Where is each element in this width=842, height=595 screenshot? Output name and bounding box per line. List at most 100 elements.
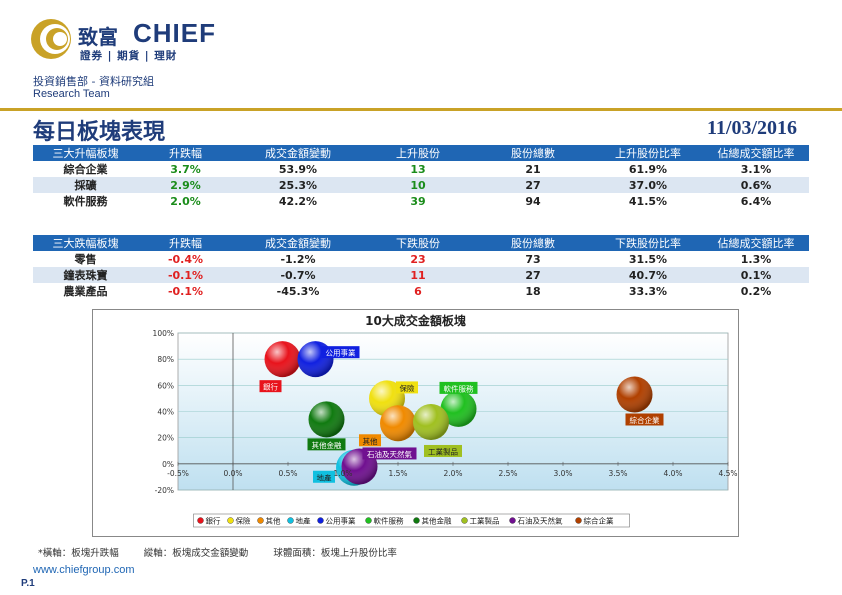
legend-item: 銀行 <box>197 516 221 526</box>
column-header: 成交金額變動 <box>233 145 363 161</box>
table-row: 軟件服務 2.0% 42.2% 39 94 41.5% 6.4% <box>33 193 809 209</box>
x-tick-label: 2.5% <box>498 469 517 478</box>
column-header: 升跌幅 <box>138 235 233 251</box>
bubble-label-text: 其他金融 <box>312 440 342 450</box>
decliners-cell: 23 <box>410 252 426 266</box>
column-header: 佔總成交額比率 <box>703 145 809 161</box>
turnover-share-cell: 0.6% <box>703 177 809 193</box>
change-cell: 3.7% <box>170 162 201 176</box>
bubble-label-text: 綜合企業 <box>630 415 660 425</box>
header-divider <box>0 108 842 111</box>
advancers-cell: 13 <box>410 162 426 176</box>
bubble-shine <box>264 341 301 378</box>
advance-ratio-cell: 37.0% <box>593 177 703 193</box>
legend-item: 其他 <box>257 516 281 526</box>
bubble-label: 公用事業 <box>321 346 360 359</box>
legend-item: 地產 <box>287 516 311 526</box>
legend-label: 銀行 <box>206 516 221 526</box>
legend-swatch <box>365 517 372 524</box>
total-stocks-cell: 94 <box>525 194 541 208</box>
bubble-label-bg <box>362 447 417 460</box>
y-axis-note: 縱軸：板塊成交金額變動 <box>143 548 249 559</box>
bubble-label: 石油及天然氣 <box>362 447 417 460</box>
column-header: 股份總數 <box>473 235 593 251</box>
legend-label: 綜合企業 <box>584 516 614 526</box>
legend-label: 公用事業 <box>326 516 356 526</box>
bubble-chart-panel: 10大成交金額板塊 銀行 保險 其他 地產 公用事業 軟件服務 其他金融 工業製品 石油及天然氣… <box>92 309 739 537</box>
bubble-label-text: 公用事業 <box>326 348 356 358</box>
legend-swatch <box>575 517 582 524</box>
y-tick-label: 100% <box>153 329 174 338</box>
legend-item: 石油及天然氣 <box>509 516 563 526</box>
decliners-cell: 11 <box>363 267 473 283</box>
legend-item: 公用事業 <box>317 516 356 526</box>
turnover-change-cell: -45.3% <box>276 284 320 298</box>
legend-label: 軟件服務 <box>374 516 404 526</box>
column-header: 成交金額變動 <box>233 235 363 251</box>
x-tick-label: 2.0% <box>443 469 462 478</box>
turnover-share-cell: 3.1% <box>740 162 772 176</box>
turnover-share-cell: 0.2% <box>740 284 772 298</box>
team-name: Research Team <box>33 88 110 100</box>
turnover-share-cell: 0.1% <box>703 267 809 283</box>
total-stocks-cell: 18 <box>525 284 541 298</box>
y-tick-label: 80% <box>157 355 174 364</box>
website-link[interactable]: www.chiefgroup.com <box>33 564 135 576</box>
top-gainers-table: 三大升幅板塊 升跌幅 成交金額變動 上升股份 股份總數 上升股份比率 佔總成交額… <box>33 145 809 209</box>
decline-ratio-cell: 40.7% <box>593 267 703 283</box>
report-date: 11/03/2016 <box>706 117 797 139</box>
advancers-cell: 10 <box>363 177 473 193</box>
bubble-label: 其他金融 <box>307 438 346 451</box>
y-tick-label: 60% <box>157 381 174 390</box>
bubble-label-text: 地產 <box>317 472 332 482</box>
bubble <box>413 403 449 440</box>
bubble-label-bg <box>359 434 381 447</box>
legend-swatch <box>287 517 294 524</box>
column-header: 下跌股份比率 <box>593 235 703 251</box>
page-number: P.1 <box>21 578 35 589</box>
bubble <box>380 405 416 442</box>
legend-item: 其他金融 <box>413 516 452 526</box>
table-row: 綜合企業 3.7% 53.9% 13 21 61.9% 3.1% <box>33 161 809 177</box>
bubble-label: 地產 <box>313 470 335 483</box>
legend-swatch <box>197 517 204 524</box>
x-tick-label: 3.5% <box>608 469 627 478</box>
legend-label: 石油及天然氣 <box>518 516 563 526</box>
sector-name: 採礦 <box>33 177 138 193</box>
bubble-label-text: 其他 <box>363 436 378 446</box>
change-cell: -0.1% <box>167 284 204 298</box>
table-row: 採礦 2.9% 25.3% 10 27 37.0% 0.6% <box>33 177 809 193</box>
legend-label: 地產 <box>296 516 311 526</box>
legend-swatch <box>257 517 264 524</box>
legend-swatch <box>413 517 420 524</box>
bubble <box>616 376 653 413</box>
legend-item: 綜合企業 <box>575 516 614 526</box>
x-tick-label: 0.5% <box>278 469 297 478</box>
decline-ratio-cell: 31.5% <box>628 252 668 266</box>
bubble-shine <box>616 376 653 413</box>
turnover-share-cell: 6.4% <box>740 194 772 208</box>
bubble-shine <box>308 401 345 438</box>
change-cell: -0.1% <box>138 267 233 283</box>
legend-swatch <box>317 517 324 524</box>
advance-ratio-cell: 41.5% <box>628 194 668 208</box>
bubble-note: 球體面積：板塊上升股份比率 <box>273 548 397 559</box>
column-header: 上升股份比率 <box>593 145 703 161</box>
sector-name: 軟件服務 <box>63 195 108 208</box>
legend-swatch <box>509 517 516 524</box>
x-tick-label: -0.5% <box>167 469 189 478</box>
bubble-label-text: 保險 <box>400 383 415 393</box>
turnover-change-cell: 25.3% <box>233 177 363 193</box>
legend-label: 工業製品 <box>470 516 500 526</box>
decline-ratio-cell: 33.3% <box>628 284 668 298</box>
legend-swatch <box>461 517 468 524</box>
x-tick-label: 4.0% <box>663 469 682 478</box>
bubble-shine <box>440 390 477 427</box>
bubble-label-text: 工業製品 <box>428 446 458 456</box>
x-axis-note: *橫軸：板塊升跌幅 <box>38 548 119 559</box>
logo-tagline: 證券 | 期貨 | 理財 <box>80 50 178 62</box>
chart-title: 10大成交金額板塊 <box>365 314 466 328</box>
bubble-label-bg <box>396 381 418 394</box>
advance-ratio-cell: 61.9% <box>628 162 668 176</box>
legend-item: 保險 <box>227 516 251 526</box>
